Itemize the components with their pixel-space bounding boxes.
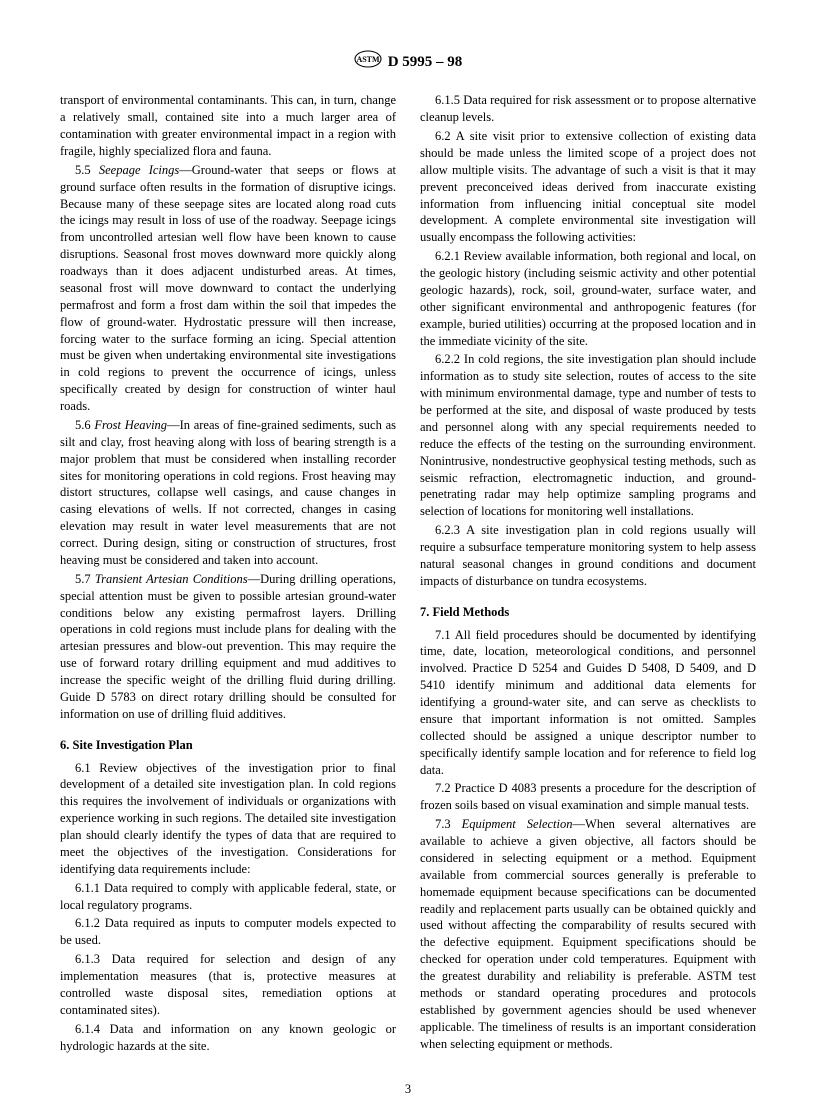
paragraph: 6.1.1 Data required to comply with appli…	[60, 880, 396, 914]
run-in-heading: Frost Heaving	[94, 418, 167, 432]
paragraph: 6.2.3 A site investigation plan in cold …	[420, 522, 756, 590]
paragraph: 6.1.4 Data and information on any known …	[60, 1021, 396, 1055]
page-header: ASTM D 5995 – 98	[60, 50, 756, 74]
section-heading-7: 7. Field Methods	[420, 604, 756, 621]
paragraph: 6.1 Review objectives of the investigati…	[60, 760, 396, 878]
paragraph: transport of environmental contaminants.…	[60, 92, 396, 160]
paragraph: 6.1.2 Data required as inputs to compute…	[60, 915, 396, 949]
paragraph: 7.3 Equipment Selection—When several alt…	[420, 816, 756, 1052]
paragraph: 6.1.3 Data required for selection and de…	[60, 951, 396, 1019]
run-in-heading: Seepage Icings	[99, 163, 179, 177]
svg-text:ASTM: ASTM	[356, 55, 380, 64]
astm-logo: ASTM	[354, 50, 382, 74]
section-heading-6: 6. Site Investigation Plan	[60, 737, 396, 754]
paragraph: 6.1.5 Data required for risk assessment …	[420, 92, 756, 126]
paragraph: 7.2 Practice D 4083 presents a procedure…	[420, 780, 756, 814]
body-columns: transport of environmental contaminants.…	[60, 92, 756, 1055]
designation-text: D 5995 – 98	[388, 52, 463, 72]
paragraph: 5.6 Frost Heaving—In areas of fine-grain…	[60, 417, 396, 569]
paragraph: 5.7 Transient Artesian Conditions—During…	[60, 571, 396, 723]
paragraph: 6.2 A site visit prior to extensive coll…	[420, 128, 756, 246]
run-in-heading: Equipment Selection	[462, 817, 573, 831]
paragraph: 6.2.2 In cold regions, the site investig…	[420, 351, 756, 520]
page-number: 3	[60, 1081, 756, 1098]
paragraph: 6.2.1 Review available information, both…	[420, 248, 756, 349]
paragraph: 7.1 All field procedures should be docum…	[420, 627, 756, 779]
run-in-heading: Transient Artesian Conditions	[95, 572, 248, 586]
paragraph: 5.5 Seepage Icings—Ground-water that see…	[60, 162, 396, 415]
